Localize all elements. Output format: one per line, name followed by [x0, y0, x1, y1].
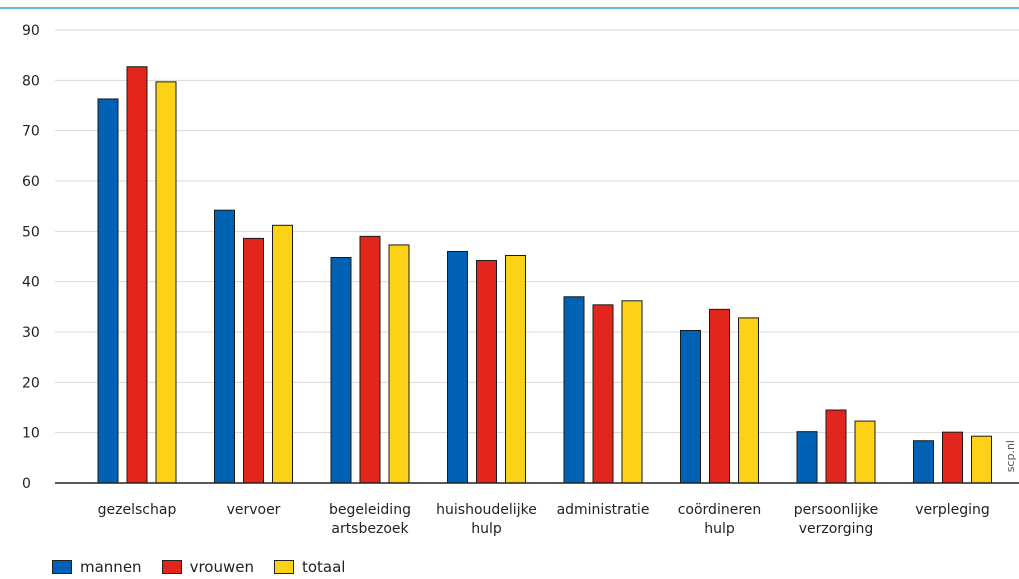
bar-vrouwen — [709, 308, 730, 484]
legend-label-mannen: mannen — [80, 558, 142, 576]
gridlines — [55, 29, 1019, 434]
bar-vrouwen — [476, 260, 497, 484]
x-category-label: persoonlijke — [794, 502, 878, 518]
y-tick-label: 50 — [22, 224, 40, 240]
y-tick-label: 90 — [22, 23, 40, 39]
bars — [97, 66, 992, 484]
bar-vrouwen — [942, 431, 963, 484]
x-category-label: huishoudelijke — [436, 502, 537, 518]
bar-mannen — [796, 431, 818, 484]
bar-totaal — [971, 435, 992, 484]
legend-swatch-mannen — [52, 560, 72, 574]
legend-item-totaal: totaal — [273, 558, 346, 576]
legend-item-mannen: mannen — [52, 558, 142, 576]
x-category-label: begeleiding — [329, 502, 411, 518]
bar-vrouwen — [243, 237, 264, 484]
bar-mannen — [447, 250, 468, 484]
bar-vrouwen — [126, 66, 148, 484]
y-tick-label: 40 — [22, 275, 40, 291]
x-category-label: verzorging — [799, 521, 874, 537]
bar-totaal — [505, 254, 526, 484]
x-category-label: hulp — [704, 521, 735, 537]
bar-totaal — [155, 81, 177, 484]
bar-totaal — [388, 244, 410, 484]
y-axis-ticks: 0 10 20 30 40 50 60 70 80 90 — [22, 23, 40, 492]
x-category-label: hulp — [471, 521, 502, 537]
x-category-label: gezelschap — [98, 502, 177, 518]
y-tick-label: 20 — [22, 375, 40, 391]
bar-mannen — [563, 296, 585, 484]
bar-totaal — [621, 300, 643, 484]
bar-totaal — [272, 224, 293, 484]
x-category-label: administratie — [557, 502, 650, 518]
y-tick-label: 70 — [22, 124, 40, 140]
bar-mannen — [97, 98, 119, 484]
legend-label-vrouwen: vrouwen — [189, 558, 254, 576]
x-category-label: coördineren — [678, 502, 762, 518]
legend-item-vrouwen: vrouwen — [161, 558, 254, 576]
bar-totaal — [854, 420, 876, 484]
y-tick-label: 60 — [22, 174, 40, 190]
legend-swatch-totaal — [273, 560, 294, 574]
legend-label-totaal: totaal — [301, 558, 346, 576]
x-axis-labels: gezelschap vervoer begeleiding artsbezoek hu… — [98, 502, 990, 537]
x-category-label: artsbezoek — [331, 521, 409, 537]
bar-vrouwen — [825, 409, 847, 484]
bar-mannen — [913, 440, 934, 484]
y-tick-label: 30 — [22, 325, 40, 341]
y-tick-label: 80 — [22, 73, 40, 89]
legend: mannen vrouwen totaal — [52, 558, 365, 576]
bar-mannen — [680, 329, 701, 484]
source-watermark: scp.nl — [1004, 440, 1017, 473]
legend-swatch-vrouwen — [161, 560, 182, 574]
bar-totaal — [738, 317, 759, 484]
bar-vrouwen — [359, 235, 381, 484]
x-category-label: vervoer — [227, 502, 281, 518]
y-tick-label: 10 — [22, 426, 40, 442]
bar-mannen — [214, 209, 235, 484]
bar-vrouwen — [592, 304, 614, 484]
x-category-label: verpleging — [915, 502, 990, 518]
y-tick-label: 0 — [22, 476, 31, 492]
bar-mannen — [330, 257, 352, 484]
